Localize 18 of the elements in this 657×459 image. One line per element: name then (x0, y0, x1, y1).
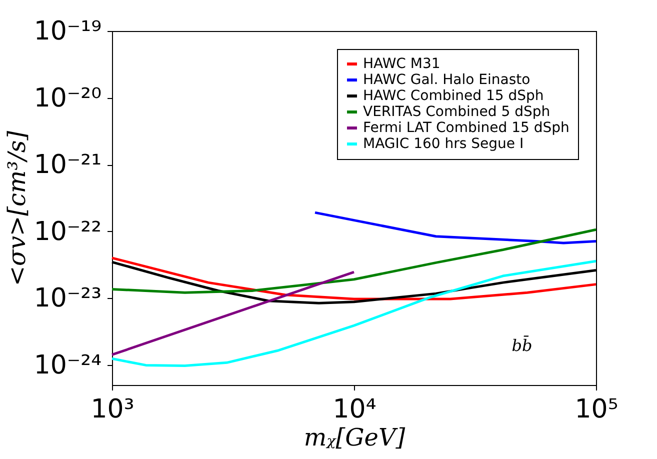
x-tick-label: 10³ (90, 394, 134, 424)
x-axis-title: mᵪ[GeV] (304, 424, 406, 452)
legend-label: HAWC Gal. Halo Einasto (363, 72, 530, 88)
legend-label: Fermi LAT Combined 15 dSph (363, 120, 570, 136)
y-tick-label: 10⁻²² (34, 216, 102, 247)
legend-label: HAWC Combined 15 dSph (363, 88, 544, 104)
x-tick-label: 10⁵ (574, 394, 618, 424)
y-axis-title: <σv>[cm³/s] (2, 130, 31, 286)
x-tick-label: 10⁴ (332, 394, 376, 424)
legend-label: MAGIC 160 hrs Segue I (363, 136, 524, 152)
y-tick-label: 10⁻¹⁹ (34, 16, 102, 46)
y-tick-label: 10⁻²⁴ (34, 350, 102, 380)
legend-label: HAWC M31 (363, 56, 440, 72)
y-tick-label: 10⁻²¹ (34, 150, 102, 180)
y-tick-label: 10⁻²⁰ (34, 83, 102, 114)
legend-label: VERITAS Combined 5 dSph (363, 104, 550, 120)
y-tick-label: 10⁻²³ (34, 284, 102, 314)
annotation: bb̄ (512, 336, 532, 355)
